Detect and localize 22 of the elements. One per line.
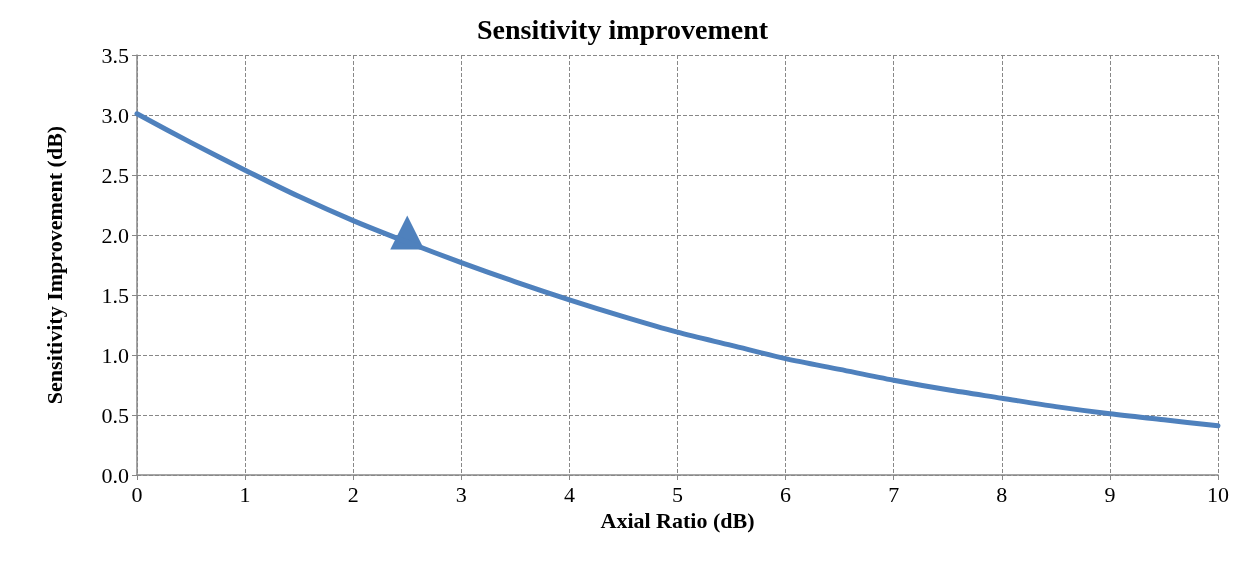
- x-axis-title: Axial Ratio (dB): [600, 508, 755, 534]
- y-axis-title: Sensitivity Improvement (dB): [41, 125, 67, 405]
- x-tick-label: 0: [131, 481, 143, 507]
- y-tick-label: 0.5: [101, 402, 129, 428]
- y-tick-label: 3.5: [101, 42, 129, 68]
- y-tick-label: 3.0: [101, 102, 129, 128]
- x-tick-label: 8: [996, 481, 1008, 507]
- chart-title: Sensitivity improvement: [476, 13, 769, 45]
- y-tick-label: 0.0: [101, 462, 129, 488]
- y-tick-label: 1.0: [101, 342, 129, 368]
- x-tick-label: 4: [563, 481, 575, 507]
- x-tick-label: 7: [888, 481, 900, 507]
- x-tick-label: 5: [672, 481, 683, 507]
- y-tick-label: 2.0: [101, 222, 129, 248]
- x-tick-label: 6: [780, 481, 792, 507]
- y-tick-label: 2.5: [101, 162, 129, 188]
- x-tick-label: 3: [455, 481, 467, 507]
- x-tick-label: 1: [239, 481, 251, 507]
- x-tick-label: 9: [1104, 481, 1116, 507]
- y-tick-label: 1.5: [101, 282, 129, 308]
- x-tick-label: 10: [1207, 481, 1229, 507]
- x-tick-label: 2: [347, 481, 359, 507]
